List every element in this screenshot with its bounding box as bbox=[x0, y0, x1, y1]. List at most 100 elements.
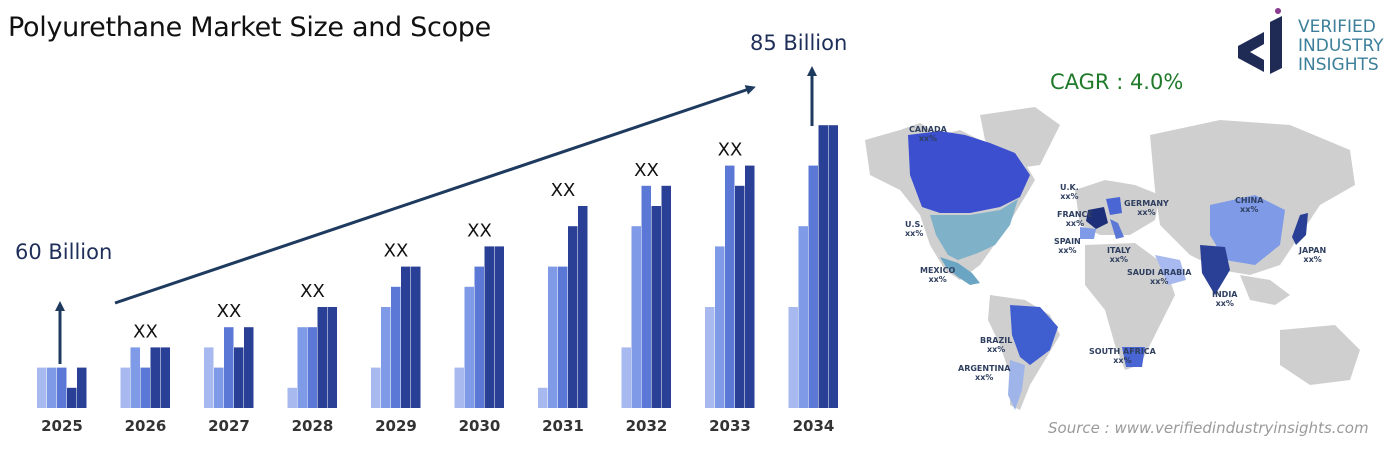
bar-2026-3 bbox=[140, 367, 150, 408]
country-value: xx% bbox=[986, 345, 1006, 354]
value-label-2026: XX bbox=[133, 321, 158, 342]
bar-2029-2 bbox=[381, 307, 391, 408]
country-name: SAUDI ARABIA bbox=[1127, 268, 1192, 277]
bar-2033-2 bbox=[715, 246, 725, 408]
bar-2029-5 bbox=[411, 266, 421, 408]
bar-2034-1 bbox=[788, 307, 798, 408]
logo-line-1: VERIFIED bbox=[1298, 17, 1376, 37]
x-tick-label-2028: 2028 bbox=[292, 417, 334, 435]
brazil-shape bbox=[1010, 305, 1058, 365]
bar-2030-3 bbox=[474, 266, 484, 408]
x-tick-label-2033: 2033 bbox=[709, 417, 751, 435]
logo-mark-icon bbox=[1238, 8, 1282, 74]
x-tick-label-2026: 2026 bbox=[125, 417, 167, 435]
country-label-u-k-: U.K. xx% bbox=[1060, 183, 1079, 201]
country-value: xx% bbox=[928, 275, 947, 284]
country-value: xx% bbox=[905, 229, 924, 238]
country-label-canada: CANADA xx% bbox=[909, 125, 947, 143]
bar-2028-2 bbox=[297, 327, 307, 408]
saudi-arabia-shape bbox=[1155, 255, 1186, 285]
bar-2029-3 bbox=[391, 286, 401, 408]
bar-2034-3 bbox=[808, 165, 818, 408]
country-label-china: CHINA xx% bbox=[1235, 196, 1263, 214]
x-tick-label-2034: 2034 bbox=[793, 417, 835, 435]
bar-2028-1 bbox=[287, 387, 297, 408]
italy-shape bbox=[1110, 219, 1124, 239]
cagr-label: CAGR : 4.0% bbox=[1050, 70, 1184, 94]
country-label-argentina: ARGENTINA xx% bbox=[958, 364, 1010, 382]
bar-2028-5 bbox=[327, 307, 337, 408]
bar-2025-5 bbox=[77, 367, 87, 408]
country-value: xx% bbox=[1065, 219, 1085, 228]
bars-layer bbox=[37, 125, 838, 408]
labels-layer: 2025 2026 XX 2027 XX 2028 XX 2029 XX 2030 XX 2031 XX… bbox=[41, 140, 834, 435]
verified-industry-insights-logo: VERIFIED INDUSTRY INSIGHTS bbox=[1234, 8, 1394, 80]
bar-2033-3 bbox=[725, 165, 735, 408]
bar-2034-4 bbox=[818, 125, 828, 408]
bar-2031-3 bbox=[558, 266, 568, 408]
bar-2027-4 bbox=[234, 347, 244, 408]
country-name: ITALY bbox=[1107, 246, 1131, 255]
bar-2025-3 bbox=[57, 367, 67, 408]
south-africa-shape bbox=[1122, 347, 1145, 367]
bar-2034-5 bbox=[828, 125, 838, 408]
bar-2027-3 bbox=[224, 327, 234, 408]
page-title: Polyurethane Market Size and Scope bbox=[8, 12, 491, 43]
bar-2027-5 bbox=[244, 327, 254, 408]
country-value: xx% bbox=[1113, 356, 1132, 365]
country-label-saudi-arabia: SAUDI ARABIA xx% bbox=[1127, 268, 1191, 286]
bar-2029-4 bbox=[401, 266, 411, 408]
bar-2025-1 bbox=[37, 367, 47, 408]
country-value: xx% bbox=[1058, 246, 1077, 255]
logo-line-3: INSIGHTS bbox=[1298, 55, 1379, 75]
x-tick-label-2030: 2030 bbox=[459, 417, 501, 435]
bar-2028-4 bbox=[317, 307, 327, 408]
country-label-japan: JAPAN xx% bbox=[1299, 246, 1326, 264]
country-value: xx% bbox=[1137, 208, 1156, 217]
bar-2030-4 bbox=[484, 246, 494, 408]
country-label-mexico: MEXICO xx% bbox=[920, 266, 955, 284]
southeast-asia-base bbox=[1240, 275, 1290, 305]
country-name: ARGENTINA bbox=[958, 364, 1011, 373]
bar-2031-5 bbox=[578, 206, 588, 408]
country-value: xx% bbox=[1215, 299, 1234, 308]
spain-shape bbox=[1080, 227, 1096, 239]
bar-2028-3 bbox=[307, 327, 317, 408]
country-value: xx% bbox=[975, 373, 994, 382]
germany-shape bbox=[1106, 197, 1122, 215]
bar-2029-1 bbox=[371, 367, 381, 408]
x-tick-label-2032: 2032 bbox=[626, 417, 668, 435]
country-name: GERMANY bbox=[1124, 199, 1169, 208]
country-label-spain: SPAIN xx% bbox=[1054, 237, 1081, 255]
africa-base bbox=[1085, 243, 1175, 370]
bar-2032-3 bbox=[641, 185, 651, 408]
bar-2026-2 bbox=[130, 347, 140, 408]
value-label-2029: XX bbox=[384, 241, 409, 262]
bar-2025-2 bbox=[47, 367, 57, 408]
bar-2027-2 bbox=[214, 367, 224, 408]
start-value-label: 60 Billion bbox=[15, 240, 112, 264]
value-label-2033: XX bbox=[718, 140, 743, 161]
country-label-france: FRANCE xx% bbox=[1057, 210, 1093, 228]
mexico-shape bbox=[940, 257, 980, 285]
country-label-india: INDIA xx% bbox=[1212, 290, 1237, 308]
bar-2032-1 bbox=[621, 347, 631, 408]
bar-2033-5 bbox=[745, 165, 755, 408]
country-label-germany: GERMANY xx% bbox=[1124, 199, 1169, 217]
bar-2034-2 bbox=[798, 226, 808, 408]
bar-2026-4 bbox=[150, 347, 160, 408]
argentina-shape bbox=[1008, 360, 1025, 410]
value-label-2027: XX bbox=[217, 301, 242, 322]
country-value: xx% bbox=[918, 134, 938, 143]
world-map bbox=[865, 107, 1360, 410]
bar-2031-2 bbox=[548, 266, 558, 408]
bar-2030-5 bbox=[494, 246, 504, 408]
canada-shape bbox=[908, 131, 1030, 213]
country-name: SOUTH AFRICA bbox=[1089, 347, 1156, 356]
bar-2032-5 bbox=[661, 185, 671, 408]
x-tick-label-2029: 2029 bbox=[375, 417, 417, 435]
source-note: Source : www.verifiedindustryinsights.co… bbox=[1048, 419, 1369, 437]
india-shape bbox=[1200, 245, 1230, 295]
country-label-italy: ITALY xx% bbox=[1107, 246, 1131, 264]
country-value: xx% bbox=[1109, 255, 1128, 264]
